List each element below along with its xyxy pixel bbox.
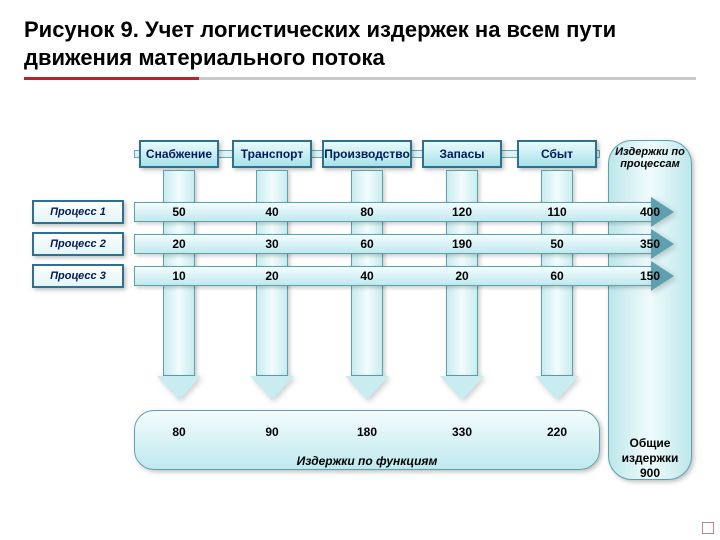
cell-2-5: 50	[550, 237, 563, 251]
cell-1-1: 50	[172, 205, 185, 219]
slide-title: Рисунок 9. Учет логистических издержек н…	[24, 16, 696, 71]
cell-1-5: 110	[547, 205, 566, 219]
cell-1-2: 40	[265, 205, 278, 219]
process-2-label: Процесс 2	[32, 232, 124, 256]
cell-2-3: 60	[360, 237, 373, 251]
function-production: Производство	[322, 140, 412, 168]
function-sales: Сбыт	[517, 140, 597, 168]
function-transport: Транспорт	[232, 140, 312, 168]
col-total-5: 220	[547, 425, 567, 439]
costs-by-function-label: Издержки по функциям	[134, 454, 600, 468]
function-supply: Снабжение	[139, 140, 219, 168]
cell-2-1: 20	[172, 237, 185, 251]
resize-handle-icon	[702, 522, 714, 534]
cell-3-3: 40	[360, 269, 373, 283]
process-arrow-3	[134, 266, 674, 286]
cell-3-4: 20	[455, 269, 468, 283]
grand-total-block: Общие издержки 900	[604, 436, 696, 481]
process-arrow-2	[134, 234, 674, 254]
cell-3-1: 10	[172, 269, 185, 283]
process-1-label: Процесс 1	[32, 200, 124, 224]
costs-by-process-label: Издержки по процессам	[608, 146, 692, 170]
cell-2-4: 190	[452, 237, 472, 251]
cell-1-4: 120	[452, 205, 472, 219]
col-total-3: 180	[357, 425, 377, 439]
slide-title-area: Рисунок 9. Учет логистических издержек н…	[0, 0, 720, 90]
total-costs-label: Общие издержки	[622, 436, 679, 465]
logistics-cost-diagram: Издержки по процессам Снабжение Транспор…	[32, 140, 692, 512]
function-inventory: Запасы	[422, 140, 502, 168]
cell-2-2: 30	[265, 237, 278, 251]
process-arrow-1	[134, 202, 674, 222]
col-total-2: 90	[265, 425, 278, 439]
process-3-label: Процесс 3	[32, 264, 124, 288]
col-total-1: 80	[172, 425, 185, 439]
row-total-2: 350	[640, 237, 660, 251]
cell-3-2: 20	[265, 269, 278, 283]
title-underline	[24, 77, 696, 82]
cell-3-5: 60	[550, 269, 563, 283]
col-total-4: 330	[452, 425, 472, 439]
grand-total-value: 900	[640, 466, 660, 480]
row-total-3: 150	[640, 269, 660, 283]
cell-1-3: 80	[360, 205, 373, 219]
row-total-1: 400	[640, 205, 660, 219]
costs-by-process-column	[608, 140, 692, 480]
